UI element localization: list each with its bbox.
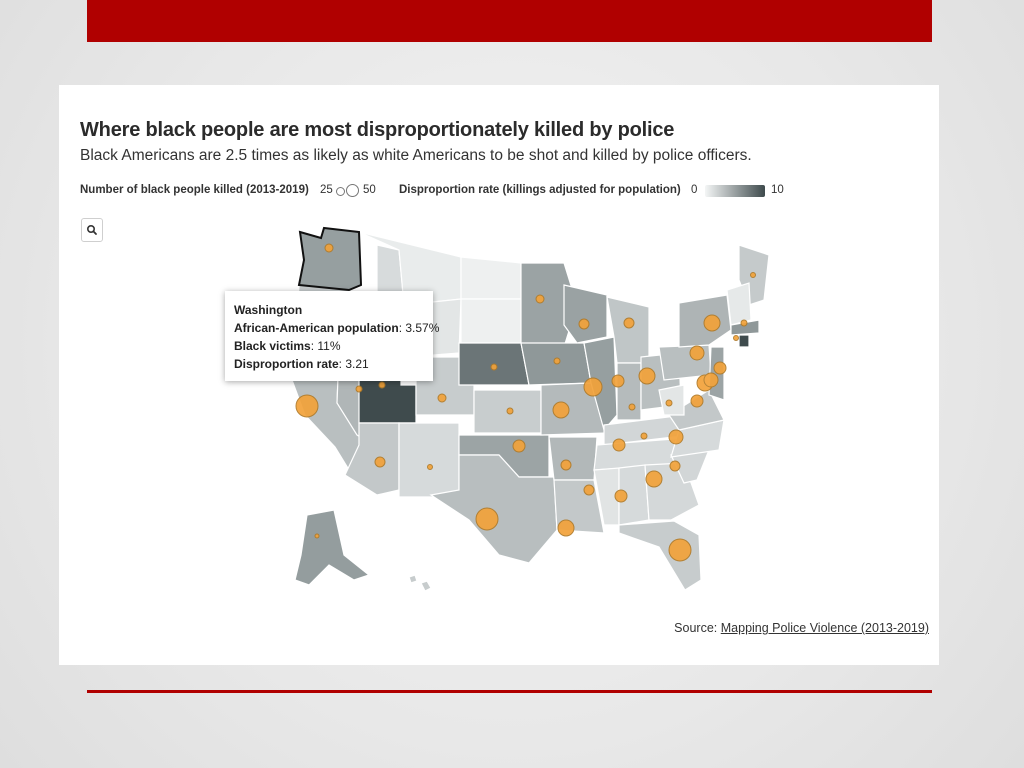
bubble-north-carolina[interactable] [668, 429, 684, 445]
state-arkansas[interactable] [548, 436, 598, 481]
header-band [87, 0, 932, 42]
chart-title: Where black people are most disproportio… [80, 119, 675, 141]
state-vermont-nh[interactable] [726, 282, 752, 326]
size-legend-small-circle [336, 187, 345, 196]
state-west-virginia[interactable] [658, 384, 685, 416]
bubble-south-carolina[interactable] [669, 460, 681, 472]
bubble-minnesota[interactable] [535, 294, 545, 304]
bubble-alaska[interactable] [314, 533, 320, 539]
bubble-texas[interactable] [475, 507, 499, 531]
bubble-massachusetts[interactable] [740, 319, 748, 327]
bubble-maine[interactable] [750, 272, 756, 278]
state-alaska[interactable] [294, 509, 371, 586]
tooltip-population-value: 3.57% [405, 321, 440, 335]
state-south-dakota[interactable] [460, 298, 522, 344]
map-search-button[interactable] [81, 218, 103, 242]
bubble-kentucky[interactable] [628, 403, 636, 411]
bubble-maryland-2[interactable] [703, 372, 719, 388]
source-credit: Source: Mapping Police Violence (2013-20… [674, 621, 929, 635]
bubble-wisconsin[interactable] [578, 318, 590, 330]
bubble-utah[interactable] [378, 381, 386, 389]
bubble-california[interactable] [295, 394, 319, 418]
bubble-washington[interactable] [324, 243, 334, 253]
tooltip-population-label: African-American population [234, 321, 399, 335]
color-legend-label: Disproportion rate (killings adjusted fo… [399, 184, 681, 196]
bubble-michigan[interactable] [623, 317, 635, 329]
chart-subtitle: Black Americans are 2.5 times as likely … [80, 147, 752, 164]
state-new-mexico[interactable] [398, 422, 460, 498]
bubble-colorado[interactable] [437, 393, 447, 403]
bubble-nevada[interactable] [355, 385, 363, 393]
bubble-new-jersey[interactable] [713, 361, 727, 375]
source-label: Source: [674, 621, 718, 635]
source-link[interactable]: Mapping Police Violence (2013-2019) [720, 621, 929, 635]
search-icon [87, 225, 97, 235]
footer-rule [87, 690, 932, 693]
bubble-ohio[interactable] [638, 367, 656, 385]
bubble-west-virginia[interactable] [665, 399, 673, 407]
bubble-alabama[interactable] [614, 489, 628, 503]
bubble-iowa[interactable] [553, 357, 561, 365]
tooltip-victims-label: Black victims [234, 339, 311, 353]
color-legend-gradient [705, 185, 765, 197]
bubble-kansas[interactable] [506, 407, 514, 415]
bubble-nebraska[interactable] [490, 363, 498, 371]
bubble-georgia[interactable] [645, 470, 663, 488]
state-texas[interactable] [429, 454, 558, 564]
state-washington[interactable] [297, 226, 363, 292]
bubble-indiana[interactable] [611, 374, 625, 388]
size-legend-min: 25 [320, 184, 333, 196]
state-north-dakota[interactable] [460, 256, 522, 300]
tooltip-rate-label: Disproportion rate [234, 357, 339, 371]
map-card: Where black people are most disproportio… [59, 85, 939, 665]
bubble-arizona[interactable] [374, 456, 386, 468]
state-massachusetts[interactable] [730, 319, 760, 336]
color-legend-max: 10 [771, 184, 784, 196]
us-choropleth-map[interactable] [59, 85, 939, 665]
bubble-oklahoma[interactable] [512, 439, 526, 453]
bubble-pennsylvania[interactable] [689, 345, 705, 361]
bubble-illinois[interactable] [583, 377, 603, 397]
tooltip-victims-value: 11% [317, 339, 341, 353]
color-legend-min: 0 [691, 184, 698, 196]
tooltip-state-name: Washington [234, 303, 303, 317]
state-tooltip: Washington African-American population: … [225, 291, 439, 381]
state-wisconsin[interactable] [563, 284, 608, 344]
state-indiana[interactable] [616, 362, 642, 421]
size-legend-large-circle [346, 184, 359, 197]
size-legend-label: Number of black people killed (2013-2019… [80, 184, 309, 196]
state-connecticut[interactable] [738, 334, 750, 348]
size-legend-max: 50 [363, 184, 376, 196]
bubble-florida[interactable] [668, 538, 692, 562]
bubble-connecticut[interactable] [733, 335, 739, 341]
bubble-louisiana[interactable] [557, 519, 575, 537]
bubble-new-york[interactable] [703, 314, 721, 332]
state-hawaii[interactable] [408, 574, 432, 592]
bubble-missouri[interactable] [552, 401, 570, 419]
bubble-tennessee[interactable] [612, 438, 626, 452]
bubble-arkansas[interactable] [560, 459, 572, 471]
bubble-tennessee-east[interactable] [640, 432, 648, 440]
tooltip-rate-value: 3.21 [345, 357, 369, 371]
bubble-virginia[interactable] [690, 394, 704, 408]
bubble-mississippi[interactable] [583, 484, 595, 496]
state-florida[interactable] [618, 520, 702, 591]
bubble-new-mexico[interactable] [427, 464, 433, 470]
